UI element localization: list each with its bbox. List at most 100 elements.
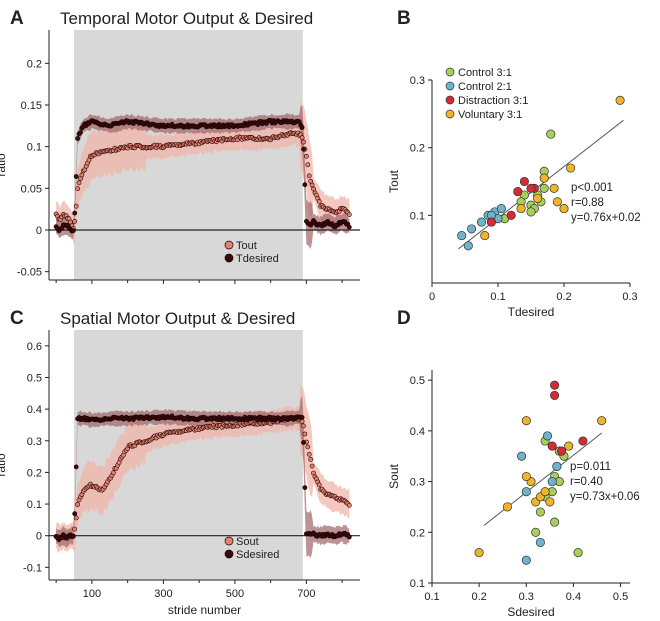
scatter-point	[559, 204, 569, 214]
scatter-point	[550, 380, 560, 390]
scatter-point	[539, 183, 549, 193]
scatter-point	[550, 517, 560, 527]
scatter-point	[615, 95, 625, 105]
data-point	[308, 456, 314, 462]
scatter-point	[566, 163, 576, 173]
legend-marker	[224, 536, 234, 546]
data-point	[76, 180, 82, 186]
scatter-point	[474, 548, 484, 558]
x-axis-label: Tdesired	[508, 305, 555, 319]
scatter-point	[531, 527, 541, 537]
scatter-point	[521, 487, 531, 497]
shaded-region	[74, 330, 303, 580]
scatter-point	[547, 441, 557, 451]
panel-title: Spatial Motor Output & Desired	[60, 309, 295, 328]
data-point	[301, 423, 306, 429]
scatter-point	[457, 231, 467, 241]
y-axis-label: ratio	[0, 153, 8, 177]
scatter-point	[519, 176, 529, 187]
scatter-point	[467, 224, 477, 234]
y-axis-label: ratio	[0, 453, 8, 477]
data-point	[110, 470, 116, 476]
y-tick-label: 0.2	[410, 143, 425, 155]
panel-letter: A	[10, 8, 24, 29]
legend-marker	[445, 109, 455, 119]
data-point	[346, 224, 352, 230]
scatter-point	[516, 204, 526, 214]
data-point	[78, 130, 83, 135]
data-point	[79, 172, 85, 178]
scatter-point	[540, 487, 550, 497]
y-tick-label: 0.2	[410, 527, 425, 539]
data-point	[299, 135, 305, 141]
stat-text: r=0.88	[571, 197, 604, 209]
stat-text: y=0.73x+0.06	[570, 491, 640, 503]
scatter-point	[550, 390, 560, 400]
scatter-point	[547, 477, 557, 487]
stat-text: y=0.76x+0.02	[571, 212, 641, 224]
legend-label: Control 3:1	[458, 67, 512, 79]
y-tick-label: 0	[36, 531, 42, 543]
data-point	[73, 464, 79, 470]
y-tick-label: 0.1	[27, 499, 42, 511]
data-point	[75, 502, 80, 507]
scatter-point	[552, 461, 562, 471]
scatter-point	[545, 497, 555, 507]
scatter-point	[521, 416, 531, 426]
scatter-point	[552, 197, 562, 207]
y-tick-label: 0	[36, 225, 42, 237]
data-point	[70, 228, 76, 234]
scatter-point	[521, 471, 531, 482]
data-point	[299, 125, 305, 130]
data-point	[302, 485, 308, 490]
legend-label: Tout	[236, 240, 257, 252]
scatter-point	[517, 451, 527, 461]
x-tick-label: 300	[154, 588, 172, 600]
scatter-point	[486, 217, 496, 227]
data-point	[73, 174, 79, 179]
data-point	[306, 173, 312, 179]
y-tick-label: 0.6	[27, 341, 42, 353]
y-tick-label: -0.05	[17, 267, 42, 279]
legend-marker	[445, 95, 455, 105]
x-tick-label: 0	[429, 291, 435, 303]
x-tick-label: 0.3	[519, 591, 534, 603]
x-tick-label: 700	[297, 588, 315, 600]
variability-band-sdesired	[56, 395, 350, 559]
legend-label: Sout	[236, 536, 259, 548]
y-tick-label: 0.4	[410, 426, 425, 438]
panel-d: 0.1 0.2 0.3 0.4 0.5 0.1 0.2 0.3 0.4 0.5 p=0.011 r=0…	[387, 308, 640, 619]
legend-label: Distraction 3:1	[458, 95, 528, 107]
data-point	[316, 198, 322, 204]
data-point	[305, 162, 311, 168]
panel-letter: C	[10, 308, 24, 329]
legend-marker	[224, 549, 234, 559]
scatter-point	[597, 416, 607, 426]
data-point	[346, 534, 352, 540]
scatter-point	[542, 431, 553, 441]
x-tick-label: 0.2	[556, 291, 571, 303]
scatter-point	[502, 502, 512, 512]
data-point	[309, 182, 315, 188]
data-point	[309, 463, 315, 469]
x-tick-label: 0.4	[566, 591, 581, 603]
x-axis-label: stride number	[168, 603, 241, 617]
stat-text: p=0.011	[570, 461, 611, 473]
y-axis-label: Sout	[387, 463, 401, 488]
scatter-point	[573, 548, 583, 558]
x-axis-label: Sdesired	[507, 605, 554, 619]
y-tick-label: 0.05	[21, 183, 42, 195]
y-tick-label: 0.1	[410, 578, 425, 590]
y-tick-label: 0.2	[27, 58, 42, 70]
variability-band-tdesired	[56, 105, 350, 250]
data-point	[86, 157, 92, 163]
data-point	[306, 451, 312, 457]
scatter-point	[549, 183, 559, 193]
scatter-point	[533, 193, 543, 203]
regression-line	[483, 432, 603, 526]
scatter-point	[480, 231, 490, 241]
legend-marker	[445, 67, 455, 77]
data-point	[305, 444, 311, 450]
data-point	[299, 414, 305, 420]
data-point	[73, 515, 79, 521]
